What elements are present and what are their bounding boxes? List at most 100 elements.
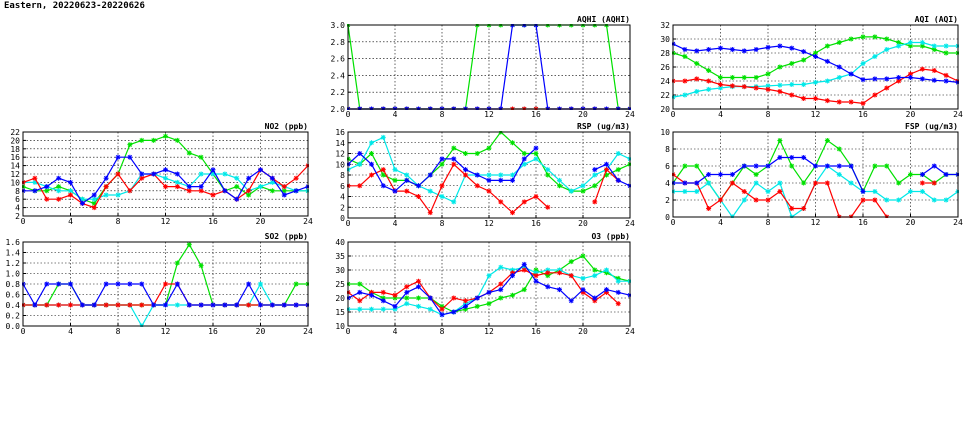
- aqi-series-group: [672, 34, 959, 106]
- aqi-series-3-point: [718, 45, 723, 51]
- fsp-series-3-point: [848, 163, 854, 169]
- aqi-frame: [672, 24, 959, 110]
- o3-series-0-point: [498, 295, 504, 301]
- o3-xtick-label: 12: [484, 327, 494, 336]
- rsp-series-3-line: [594, 163, 631, 187]
- o3-series-0-point: [486, 301, 492, 307]
- so2-panel: 0 4 8 12 16 20 24 0.00.2 0.40.6 0.81.0 1.21.4 1.6 SO…: [6, 232, 313, 336]
- rsp-series-2-point: [369, 172, 374, 178]
- so2-series-2-point: [163, 281, 168, 287]
- rsp-series-3-point: [451, 156, 457, 162]
- rsp-series-1-point: [533, 156, 539, 162]
- o3-series-3-point: [427, 295, 433, 301]
- o3-series-2-point: [557, 270, 562, 276]
- aqi-series-1-point: [836, 75, 842, 80]
- aqi-series-0-point: [741, 75, 747, 80]
- no2-ytick-label: 16: [10, 153, 20, 162]
- no2-series-3-point: [32, 188, 38, 194]
- rsp-series-2-point: [404, 188, 410, 194]
- so2-title: SO2 (ppb): [265, 232, 308, 241]
- fsp-series-0-point: [777, 138, 783, 143]
- rsp-series-2-point: [427, 210, 433, 216]
- no2-ytick-label: 20: [10, 136, 20, 145]
- so2-series-3-point: [234, 302, 240, 308]
- so2-series-0-point: [174, 260, 180, 266]
- rsp-xtick-label: 16: [531, 219, 541, 228]
- fsp-series-1-point: [765, 189, 771, 194]
- rsp-series-2-point: [604, 167, 609, 173]
- aqi-series-3-point: [836, 64, 842, 70]
- o3-series-2-point: [533, 273, 539, 279]
- aqi-ytick-label: 28: [660, 49, 670, 58]
- no2-series-1-point: [91, 196, 97, 202]
- no2-series-3-point: [68, 179, 73, 185]
- o3-series-2-point: [404, 284, 410, 290]
- fsp-series-3-point: [836, 163, 842, 169]
- rsp-series-1-point: [451, 199, 457, 205]
- fsp-series-1-point: [848, 180, 854, 186]
- no2-series-0-point: [44, 188, 50, 194]
- fsp-ytick-label: 0: [665, 213, 670, 222]
- fsp-series-1-point: [872, 189, 878, 194]
- o3-series-1-point: [498, 264, 504, 270]
- aqi-series-2-point: [706, 78, 712, 84]
- o3-series-2-point: [451, 295, 457, 301]
- no2-series-2-point: [198, 188, 204, 194]
- rsp-series-0-point: [592, 183, 598, 189]
- rsp-series-3-point: [380, 183, 386, 189]
- no2-series-2-point: [68, 192, 73, 198]
- o3-series-3-point: [557, 287, 562, 293]
- aqi-series-3-point: [694, 48, 700, 54]
- rsp-series-0-point: [451, 145, 457, 151]
- o3-series-2-point: [416, 278, 421, 284]
- fsp-series-0-point: [753, 172, 759, 177]
- no2-series-3-point: [198, 184, 204, 190]
- aqi-xtick-label: 12: [811, 110, 821, 119]
- rsp-series-2-point: [439, 183, 445, 189]
- no2-series-3-point: [103, 175, 109, 181]
- rsp-ytick-label: 4: [340, 193, 345, 202]
- o3-series-2-point: [615, 301, 621, 307]
- o3-series-1-point: [369, 306, 374, 312]
- rsp-series-2-line: [348, 163, 549, 214]
- aqi-series-3-point: [765, 44, 771, 50]
- fsp-series-3-point: [789, 155, 795, 160]
- no2-series-1-point: [269, 179, 275, 185]
- no2-series-0-point: [151, 137, 157, 143]
- fsp-series-2-point: [872, 197, 878, 203]
- aqi-series-0-point: [682, 54, 688, 59]
- aqhi-panel: 0 4 8 12 16 20 24 2.0 2.2 2.4 2.6 2.8 3.0 AQHI (AQHI): [331, 15, 635, 119]
- no2-series-0-point: [281, 188, 287, 194]
- aqi-series-0-point: [836, 40, 842, 45]
- no2-series-3-point: [56, 175, 62, 181]
- o3-series-2-point: [545, 270, 551, 276]
- so2-ytick-label: 0.8: [6, 280, 21, 289]
- o3-series-0-point: [392, 295, 398, 301]
- no2-series-1-point: [163, 175, 168, 181]
- rsp-series-3-point: [592, 167, 598, 173]
- fsp-series-3-point: [801, 155, 807, 160]
- aqi-series-0-point: [813, 50, 818, 56]
- o3-series-3-point: [545, 284, 551, 290]
- rsp-series-3-point: [369, 161, 374, 167]
- no2-series-0-point: [186, 150, 192, 156]
- no2-series-1-point: [56, 188, 62, 194]
- so2-series-2-point: [103, 302, 109, 308]
- so2-xtick-label: 24: [303, 327, 313, 336]
- fsp-ytick-label: 2: [665, 196, 670, 205]
- o3-series-3-point: [533, 278, 539, 284]
- no2-series-0-point: [127, 142, 133, 148]
- so2-series-0-point: [198, 263, 204, 269]
- no2-series-3-point: [91, 192, 97, 198]
- aqi-series-2-point: [908, 71, 913, 77]
- rsp-series-1-point: [592, 172, 598, 178]
- rsp-series-0-point: [615, 167, 621, 173]
- aqi-series-2-point: [789, 92, 795, 98]
- no2-ytick-label: 6: [15, 195, 20, 204]
- rsp-series-0-point: [521, 151, 527, 156]
- aqi-series-2-point: [848, 99, 854, 105]
- rsp-series-0-point: [474, 151, 480, 156]
- rsp-series-3-point: [427, 172, 433, 178]
- o3-series-0-point: [474, 303, 480, 309]
- so2-series-3-point: [68, 281, 73, 287]
